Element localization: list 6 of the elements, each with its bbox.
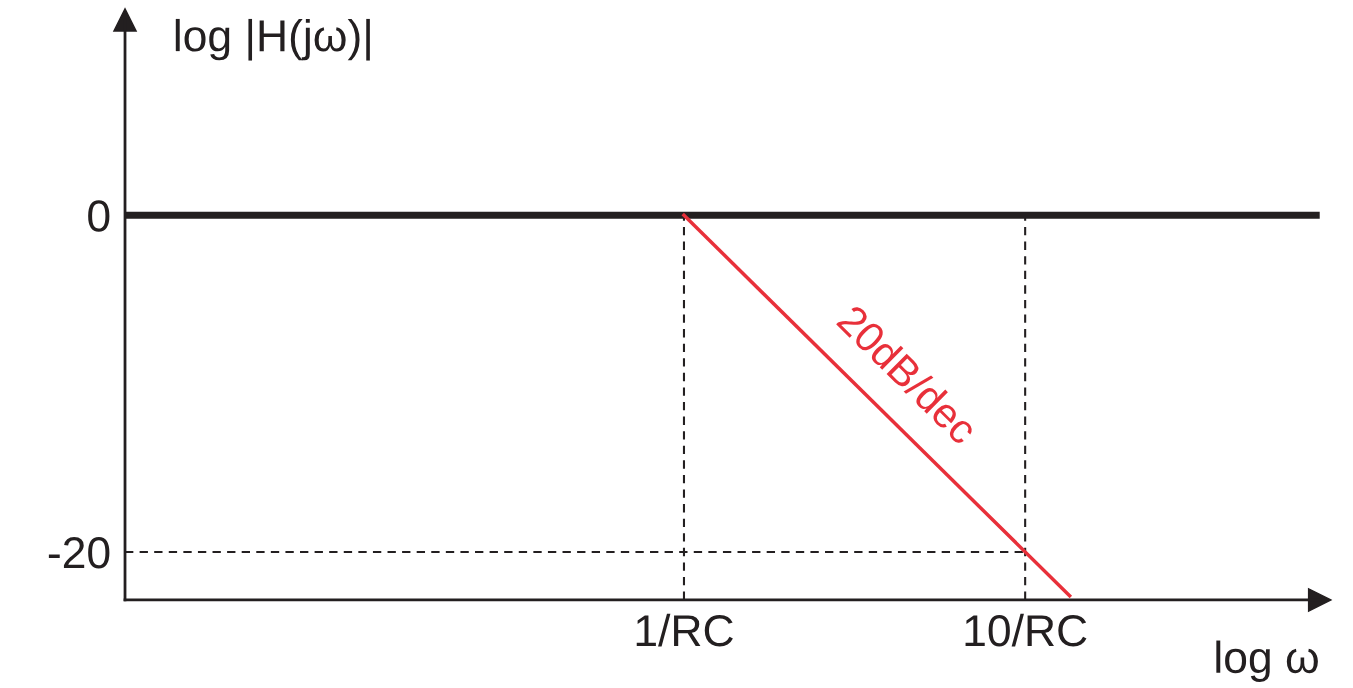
y-tick-label: 0	[88, 200, 110, 232]
y-axis-title: log |H(jω)|	[175, 18, 370, 61]
x-axis-title: log ω	[1216, 640, 1318, 682]
x-tick-label: 10/RC	[965, 613, 1087, 647]
y-tick-label: -20	[48, 537, 110, 569]
x-tick-label: 1/RC	[636, 613, 733, 647]
